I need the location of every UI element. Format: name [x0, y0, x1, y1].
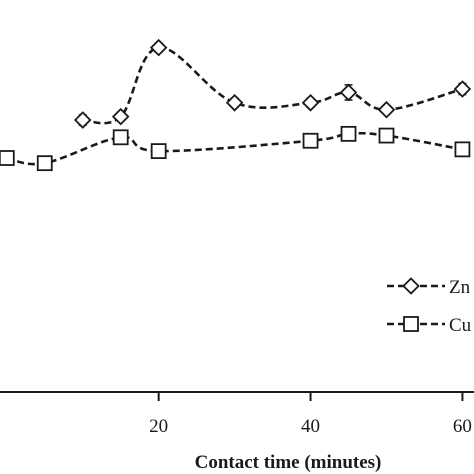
markers	[0, 38, 472, 172]
series-lines	[6, 46, 463, 166]
x-axis-title: Contact time (minutes)	[195, 452, 382, 473]
cu-legend-marker	[403, 316, 419, 332]
cu-legend-label: Cu	[449, 315, 472, 336]
x-tick-label: 20	[149, 416, 168, 437]
zn-point	[111, 107, 130, 126]
cu-point	[340, 125, 357, 142]
cu-point	[150, 143, 167, 160]
zn-point	[149, 38, 168, 57]
zn-point	[301, 94, 320, 112]
cu-point	[112, 129, 129, 146]
x-tick-label: 60	[453, 416, 472, 437]
cu-point	[378, 127, 395, 144]
cu-series-line	[6, 131, 463, 166]
cu-point	[302, 132, 319, 149]
legend: Zn Cu	[387, 277, 472, 336]
zn-legend-marker	[402, 277, 420, 295]
zn-point	[377, 100, 396, 119]
x-tick-label: 40	[301, 416, 320, 437]
zn-point	[225, 94, 244, 112]
zn-point	[339, 83, 358, 102]
x-ticks: 20 40 60	[149, 392, 472, 437]
cu-point	[454, 141, 471, 158]
cu-point	[0, 150, 15, 166]
zn-point	[73, 111, 92, 129]
zn-legend-label: Zn	[449, 277, 471, 298]
zn-point	[453, 80, 472, 98]
cu-point	[36, 155, 53, 172]
zn-series-line	[82, 46, 463, 125]
